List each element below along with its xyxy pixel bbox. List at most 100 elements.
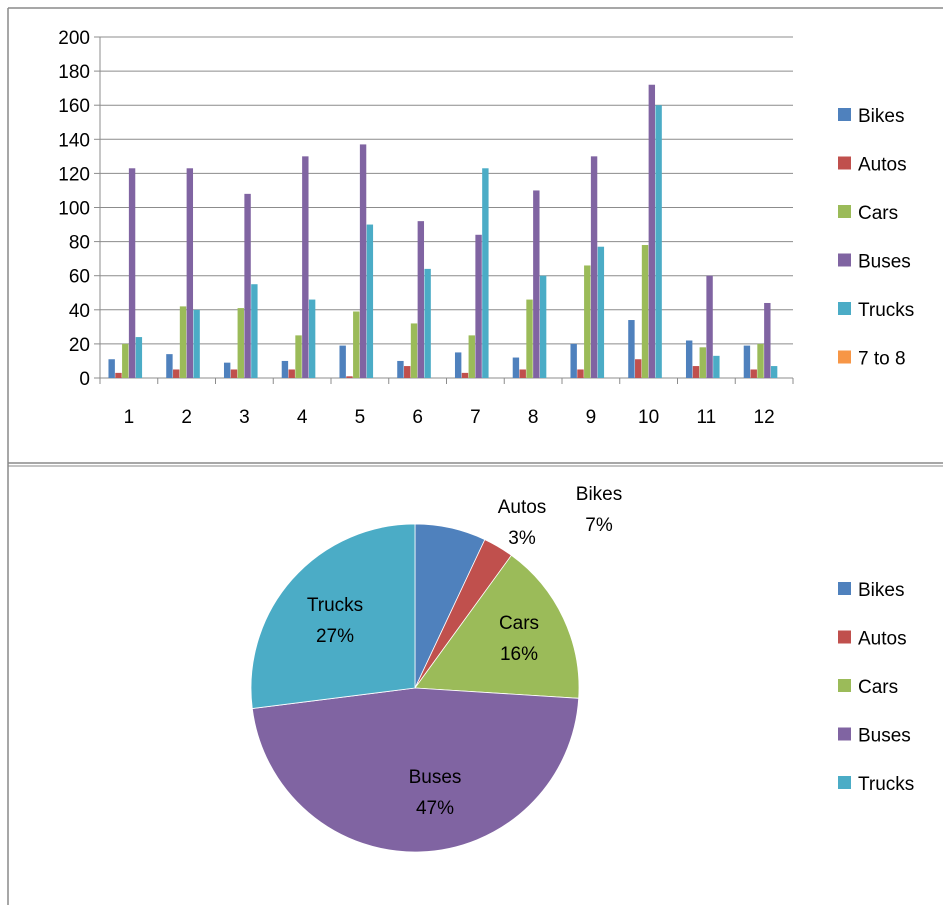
bar-autos (230, 369, 238, 378)
pie-slice-buses (251, 687, 580, 853)
bar-trucks (308, 299, 316, 378)
bar-bikes (512, 357, 520, 378)
bar-buses (417, 221, 425, 378)
bar-buses (359, 144, 367, 378)
bar-bikes (281, 360, 289, 378)
bar-trucks (770, 366, 778, 378)
bar-trucks (482, 168, 489, 378)
bar-buses (648, 84, 656, 379)
legend-swatch (838, 727, 851, 741)
bar-autos (519, 369, 526, 378)
y-tick-label: 180 (58, 62, 90, 83)
legend-swatch (838, 156, 851, 170)
bar-trucks (597, 246, 605, 378)
bar-buses (302, 156, 309, 378)
bar-chart-legend: Bikes Autos Cars Buses Trucks 7 to 8 (838, 106, 914, 370)
pie-slice-trucks (250, 523, 416, 710)
pie-label-percent: 16% (500, 644, 538, 665)
bar-cars (122, 343, 129, 378)
x-tick-label: 9 (586, 407, 597, 428)
bar-autos (173, 369, 180, 378)
bar-bikes (454, 352, 462, 378)
pie-label-name: Bikes (576, 484, 622, 505)
bar-autos (692, 366, 700, 378)
y-tick-label: 20 (69, 335, 90, 356)
bar-cars (237, 308, 244, 378)
bar-buses (706, 275, 713, 378)
legend-swatch (838, 679, 851, 692)
y-tick-label: 120 (58, 164, 90, 185)
x-tick-label: 6 (412, 407, 423, 428)
bar-buses (475, 234, 482, 378)
bar-buses (128, 168, 136, 378)
legend-label: 7 to 8 (858, 349, 906, 370)
pie-chart-legend: Bikes Autos Cars Buses Trucks (838, 580, 914, 795)
legend-label: Cars (858, 203, 898, 224)
y-tick-label: 40 (69, 301, 90, 322)
bar-buses (244, 193, 251, 378)
bar-cars (699, 347, 706, 378)
x-tick-label: 10 (638, 407, 659, 428)
legend-swatch (838, 205, 851, 218)
bar-bikes (108, 359, 115, 378)
bar-cars (584, 265, 591, 378)
legend-label: Autos (858, 155, 907, 176)
pie-label-percent: 3% (508, 528, 536, 549)
x-tick-label: 11 (697, 407, 717, 428)
bar-bikes (628, 320, 635, 378)
bar-trucks (539, 275, 547, 378)
pie-label-name: Autos (498, 497, 547, 518)
legend-swatch (838, 253, 851, 267)
bar-cars (641, 245, 649, 378)
bar-trucks (251, 284, 258, 378)
x-tick-label: 4 (297, 407, 308, 428)
bar-chart-panel (7, 7, 943, 905)
bar-autos (288, 369, 295, 378)
bar-autos (635, 359, 642, 378)
legend-label: Trucks (858, 300, 914, 321)
bar-autos (577, 369, 584, 378)
legend-label: Buses (858, 252, 911, 273)
bar-cars (468, 335, 475, 378)
pie-slice-cars (414, 554, 580, 699)
bar-cars (410, 323, 418, 378)
legend-label: Bikes (858, 580, 904, 601)
pie-label-percent: 47% (416, 798, 454, 819)
x-tick-label: 3 (239, 407, 250, 428)
bar-trucks (424, 268, 431, 378)
bar-trucks (135, 337, 143, 378)
bar-bikes (166, 354, 173, 378)
legend-swatch (838, 350, 851, 364)
bar-cars (295, 335, 302, 378)
legend-swatch (838, 302, 851, 315)
x-tick-label: 12 (754, 407, 775, 428)
y-tick-label: 160 (58, 96, 90, 117)
pie-label-percent: 7% (585, 515, 613, 536)
x-tick-label: 2 (181, 407, 192, 428)
pie-label-name: Buses (409, 767, 462, 788)
bar-bikes (743, 345, 751, 378)
bar-bikes (685, 340, 693, 378)
bar-autos (404, 366, 411, 378)
bar-cars (179, 306, 187, 378)
legend-swatch (838, 630, 851, 644)
y-tick-label: 200 (58, 28, 90, 49)
legend-label: Trucks (858, 774, 914, 795)
bar-cars (526, 299, 533, 378)
bar-bikes (223, 362, 231, 378)
pie-label-percent: 27% (316, 626, 354, 647)
bar-cars (353, 311, 360, 378)
legend-swatch (838, 582, 851, 595)
legend-swatch (838, 776, 851, 789)
bar-buses (590, 156, 598, 378)
y-tick-label: 100 (58, 199, 90, 220)
x-tick-label: 5 (355, 407, 366, 428)
legend-label: Cars (858, 677, 898, 698)
bar-bikes (570, 343, 577, 378)
x-tick-label: 1 (124, 407, 135, 428)
y-tick-label: 0 (79, 369, 90, 390)
legend-label: Bikes (858, 106, 904, 127)
bar-autos (461, 372, 469, 378)
bar-autos (346, 376, 353, 378)
